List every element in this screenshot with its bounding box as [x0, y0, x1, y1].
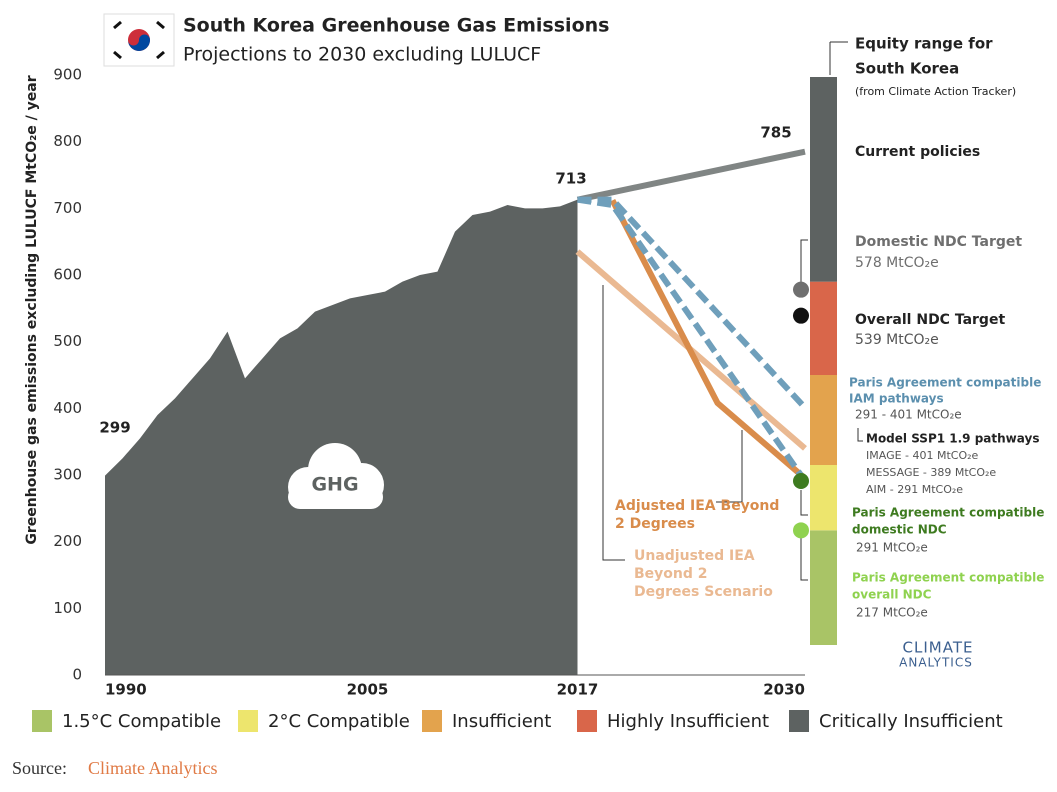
series-label: Current policies — [855, 144, 980, 160]
legend-label: Critically Insufficient — [819, 711, 1003, 732]
series-line — [577, 196, 808, 410]
data-label: 785 — [760, 124, 791, 142]
target-value-label: 291 MtCO₂e — [856, 541, 928, 555]
y-axis-title: Greenhouse gas emissions excluding LULUC… — [24, 75, 40, 544]
source-link[interactable]: Climate Analytics — [88, 758, 217, 778]
equity-segment — [810, 281, 837, 375]
area-label: GHG — [311, 474, 358, 496]
iam-label: IAM pathways — [849, 392, 944, 406]
legend-swatch — [32, 710, 52, 732]
equity-segment — [810, 465, 837, 531]
iam-label: Paris Agreement compatible — [849, 376, 1041, 390]
target-value-label: 217 MtCO₂e — [856, 606, 928, 620]
iam-model: MESSAGE - 389 MtCO₂e — [866, 466, 996, 479]
x-tick-label: 2017 — [557, 681, 599, 699]
target-label: overall NDC — [852, 588, 932, 602]
chart-subtitle: Projections to 2030 excluding LULUCF — [183, 44, 541, 66]
y-tick-label: 200 — [53, 532, 82, 550]
x-tick-label: 2030 — [763, 681, 805, 699]
iam-model-title: Model SSP1 1.9 pathways — [866, 432, 1039, 446]
equity-segment — [810, 375, 837, 465]
equity-segment — [810, 530, 837, 645]
equity-title: Equity range for — [855, 35, 993, 53]
target-label: Paris Agreement compatible — [852, 571, 1044, 585]
target-value-label: 578 MtCO₂e — [855, 255, 939, 271]
y-tick-label: 100 — [53, 599, 82, 617]
iam-model: IMAGE - 401 MtCO₂e — [866, 449, 979, 462]
logo-text: CLIMATE — [903, 639, 974, 657]
y-tick-label: 300 — [53, 466, 82, 484]
iam-model: AIM - 291 MtCO₂e — [866, 483, 963, 496]
y-tick-label: 900 — [53, 66, 82, 84]
plot — [105, 148, 808, 676]
data-label: 713 — [555, 170, 586, 188]
target-label: domestic NDC — [852, 523, 947, 537]
equity-title: South Korea — [855, 60, 959, 78]
y-tick-label: 0 — [72, 666, 82, 684]
legend-label: 2°C Compatible — [268, 711, 410, 732]
legend-swatch — [789, 710, 809, 732]
y-tick-label: 400 — [53, 399, 82, 417]
series-line — [576, 148, 806, 203]
iam-range-label: 291 - 401 MtCO₂e — [855, 408, 962, 422]
series-line — [577, 196, 808, 483]
target-dot — [793, 473, 809, 489]
equity-note: (from Climate Action Tracker) — [855, 85, 1016, 98]
legend-label: 1.5°C Compatible — [62, 711, 221, 732]
legend-swatch — [577, 710, 597, 732]
legend-label: Highly Insufficient — [607, 711, 769, 732]
target-label: Overall NDC Target — [855, 312, 1005, 328]
historical-area — [105, 199, 578, 675]
x-tick-label: 1990 — [105, 681, 147, 699]
x-tick-label: 2005 — [347, 681, 389, 699]
chart-title: South Korea Greenhouse Gas Emissions — [183, 15, 609, 37]
y-tick-label: 700 — [53, 199, 82, 217]
logo-text: ANALYTICS — [899, 656, 973, 670]
equity-segment — [810, 77, 837, 282]
legend-label: Insufficient — [452, 711, 551, 732]
leader-lines — [602, 239, 808, 581]
data-label: 299 — [99, 419, 130, 437]
source-prefix: Source: — [12, 758, 67, 778]
iea-label: Unadjusted IEA Beyond 2 Degrees Scenario — [634, 548, 773, 600]
y-tick-label: 800 — [53, 132, 82, 150]
flag-icon — [103, 13, 175, 67]
target-dot — [793, 281, 809, 298]
series-line — [609, 198, 807, 481]
target-dot — [793, 307, 809, 324]
leader-line — [857, 428, 863, 442]
iea-label: Adjusted IEA Beyond 2 Degrees — [615, 498, 779, 532]
y-tick-label: 500 — [53, 332, 82, 350]
target-label: Domestic NDC Target — [855, 234, 1022, 250]
target-dot — [793, 522, 809, 539]
legend-swatch — [422, 710, 442, 732]
target-value-label: 539 MtCO₂e — [855, 332, 939, 348]
cloud-icon — [288, 443, 384, 509]
target-label: Paris Agreement compatible — [852, 506, 1044, 520]
legend-swatch — [238, 710, 258, 732]
y-tick-label: 600 — [53, 266, 82, 284]
